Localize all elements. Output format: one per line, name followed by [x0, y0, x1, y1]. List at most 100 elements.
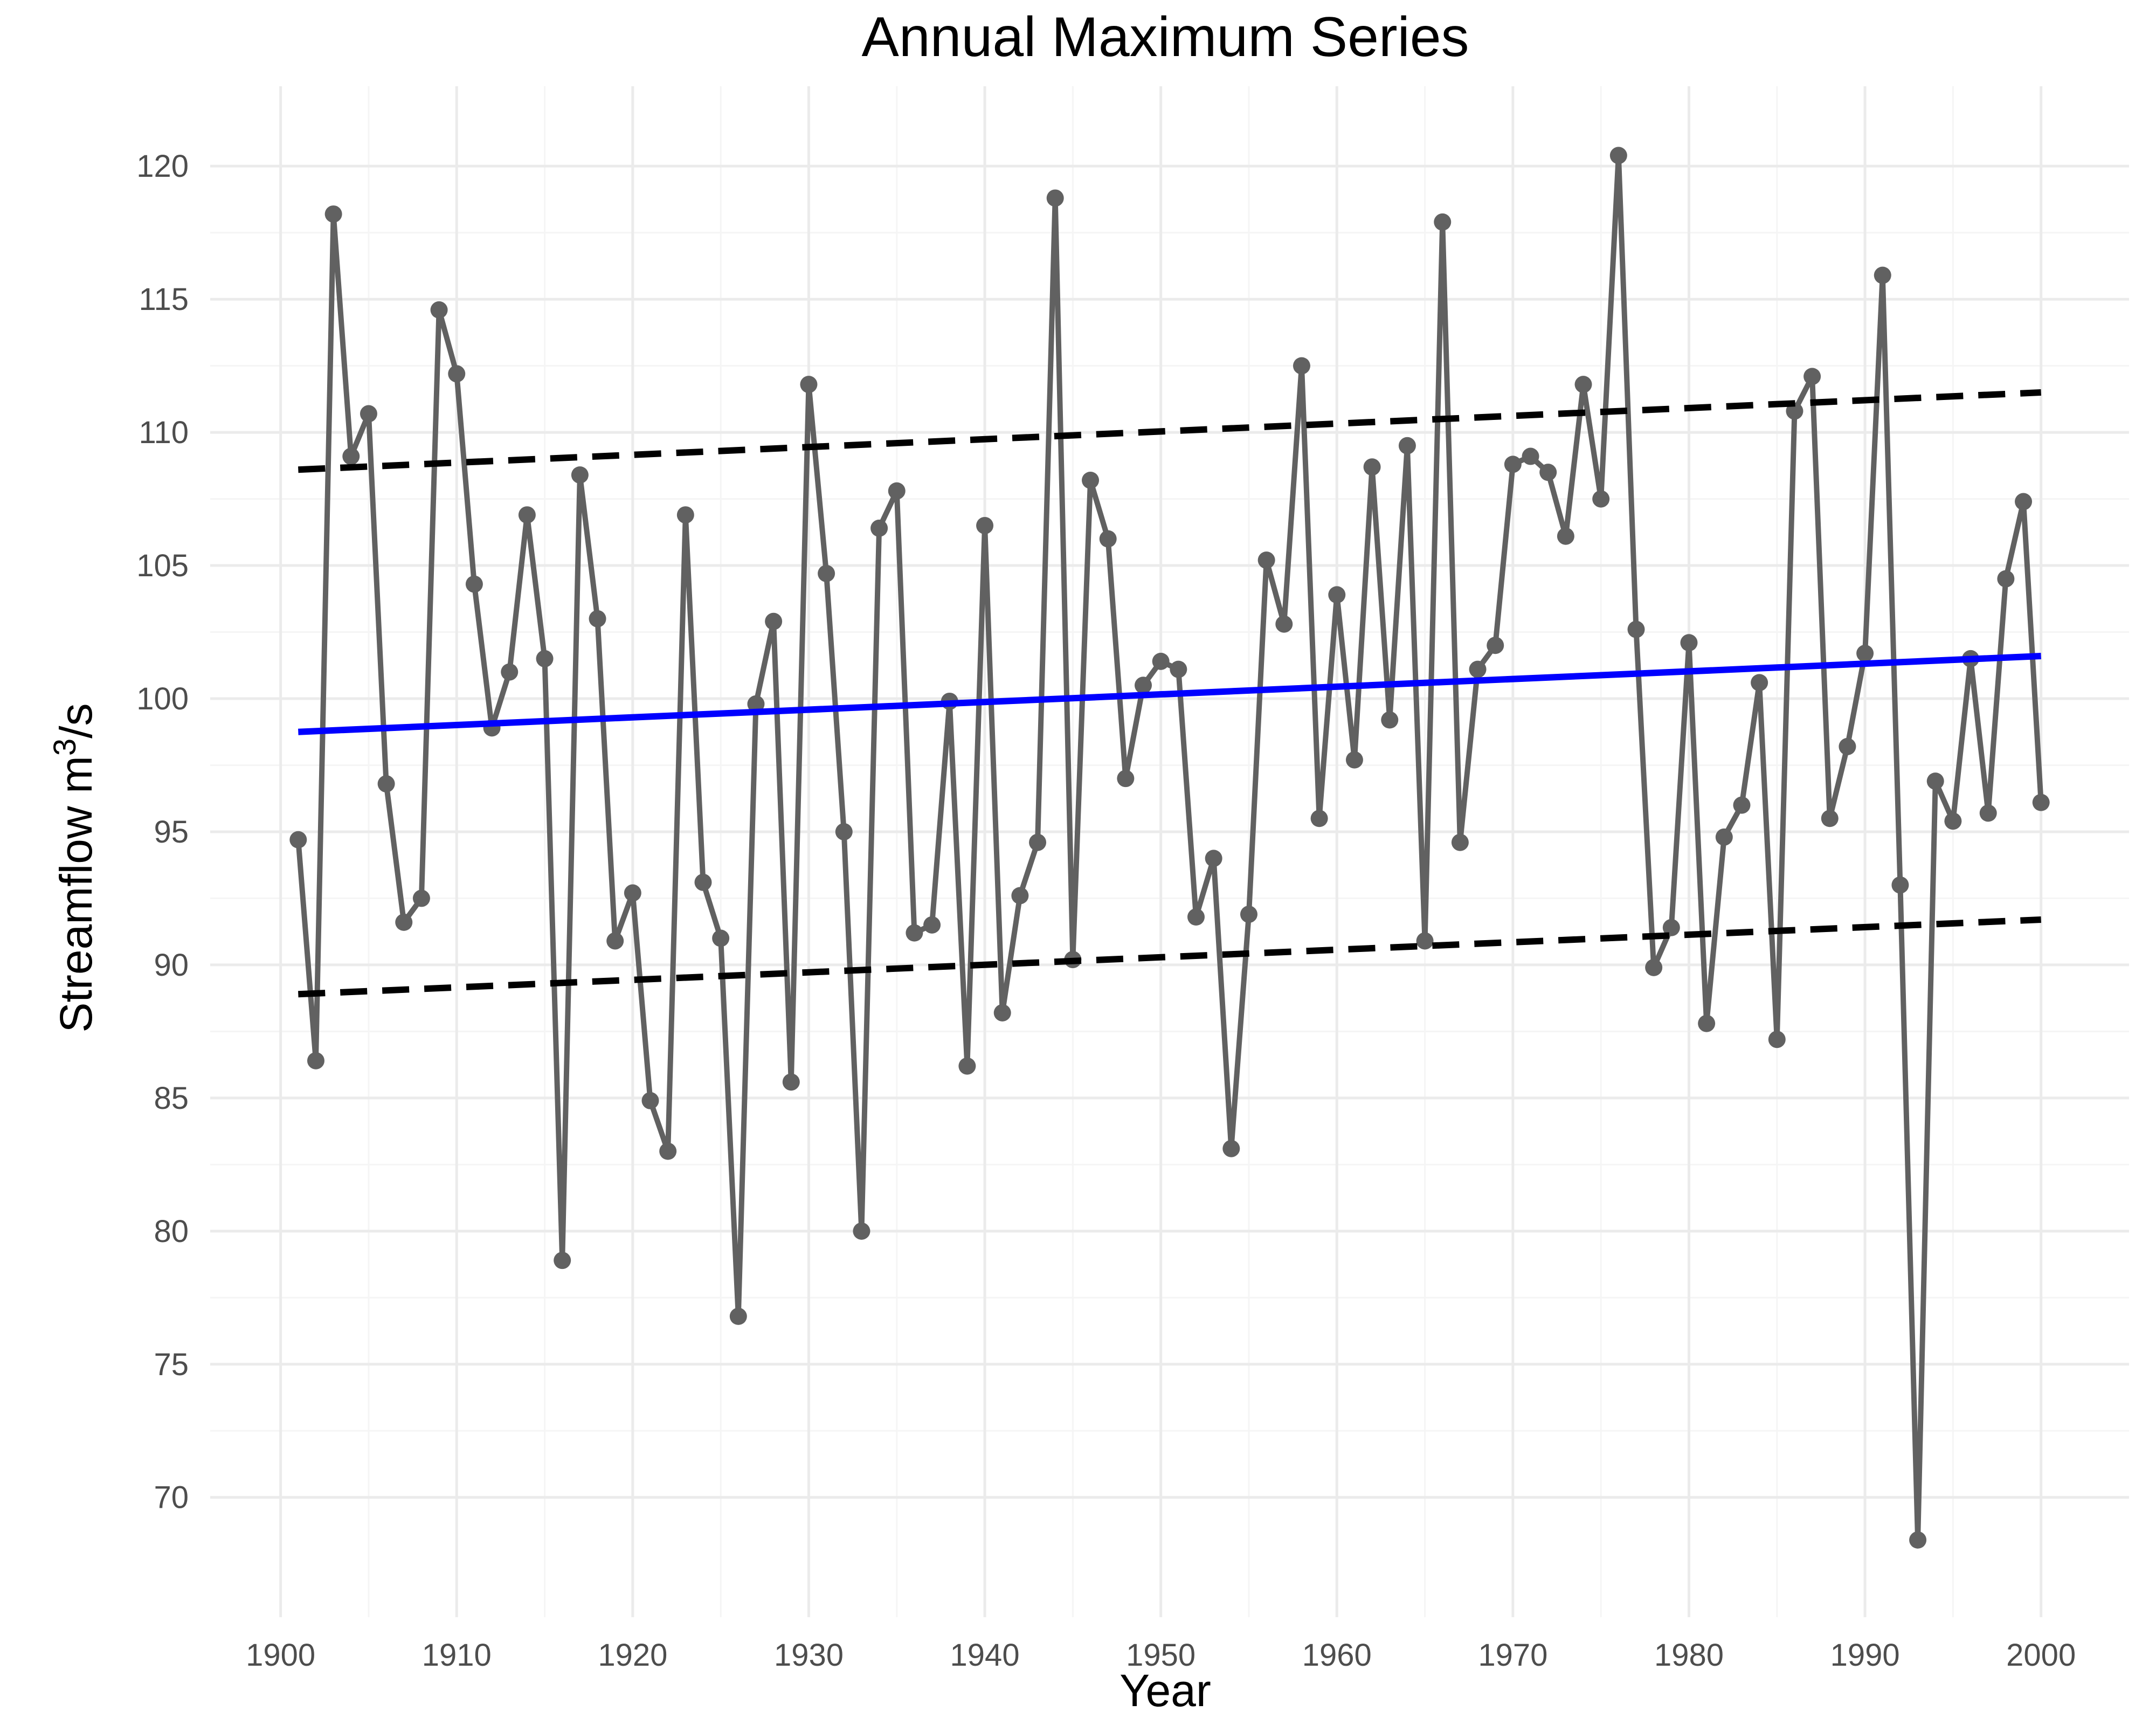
data-point [589, 610, 606, 627]
y-tick-label: 105 [136, 548, 189, 583]
data-point [818, 564, 835, 582]
data-point [1680, 634, 1698, 652]
data-point [1698, 1015, 1716, 1032]
observed-line [295, 153, 2044, 1543]
data-point [1257, 551, 1275, 569]
data-point [1117, 770, 1135, 788]
data-point [1609, 147, 1627, 164]
data-point [676, 506, 694, 524]
data-point [1803, 368, 1821, 385]
x-tick-label: 1990 [1830, 1638, 1900, 1673]
data-point [1504, 456, 1522, 473]
data-point [465, 575, 483, 593]
data-point [2032, 794, 2050, 811]
y-tick-label: 85 [154, 1081, 189, 1116]
data-point [1645, 958, 1663, 976]
data-point [377, 775, 395, 793]
data-point [1627, 620, 1645, 638]
data-point [1275, 615, 1293, 633]
data-point [1909, 1531, 1927, 1549]
data-point [870, 519, 888, 537]
x-tick-label: 1970 [1478, 1638, 1547, 1673]
data-point [906, 924, 923, 942]
data-point [1944, 812, 1962, 830]
data-point [993, 1004, 1011, 1022]
data-point [1135, 677, 1152, 694]
chart-title: Annual Maximum Series [861, 6, 1469, 68]
y-axis-title-base: Streamflow m [51, 756, 101, 1032]
y-tick-label: 80 [154, 1214, 189, 1249]
data-point [1029, 833, 1047, 851]
data-point [1469, 660, 1487, 678]
data-point [958, 1057, 976, 1075]
data-point [1363, 458, 1381, 476]
trend-line [298, 652, 2041, 735]
data-point [853, 1222, 870, 1240]
data-point [1398, 437, 1416, 454]
data-point [641, 1092, 659, 1109]
data-point [1434, 213, 1452, 231]
x-tick-label: 1930 [774, 1638, 844, 1673]
data-point [976, 516, 994, 534]
data-point [1046, 189, 1064, 207]
data-point [1574, 376, 1592, 394]
x-tick-label: 1910 [422, 1638, 492, 1673]
data-point [729, 1307, 747, 1325]
y-tick-labels: 70 75 80 85 90 95 100 105 110 115 120 [136, 149, 189, 1515]
x-tick-label: 1940 [950, 1638, 1020, 1673]
data-point [1310, 810, 1328, 827]
y-axis-title-sup: 3 [47, 739, 82, 756]
data-point [1891, 876, 1909, 894]
data-point [2015, 493, 2033, 510]
data-point [1768, 1031, 1786, 1048]
data-point [712, 929, 730, 947]
data-point [1733, 796, 1751, 814]
data-point [448, 365, 466, 383]
data-point [1099, 530, 1117, 548]
data-point [1751, 674, 1768, 692]
x-tick-labels: 1900 1910 1920 1930 1940 1950 1960 1970 1980 1990… [246, 1638, 2076, 1673]
y-tick-label: 75 [154, 1347, 189, 1382]
data-point [1451, 833, 1469, 851]
y-tick-label: 70 [154, 1480, 189, 1515]
data-point [360, 405, 377, 423]
data-point [1662, 919, 1680, 936]
data-point [1487, 637, 1504, 654]
data-point [888, 482, 906, 500]
data-point [307, 1052, 324, 1070]
lower-bound-line [298, 916, 2041, 998]
data-point [765, 612, 783, 630]
x-tick-label: 1950 [1126, 1638, 1196, 1673]
x-axis-title: Year [1120, 1665, 1211, 1716]
data-point [800, 376, 818, 394]
y-tick-label: 115 [139, 282, 189, 317]
data-point [1592, 490, 1610, 508]
data-point [554, 1252, 571, 1269]
x-tick-label: 1900 [246, 1638, 315, 1673]
data-point [412, 889, 430, 907]
data-point [1522, 447, 1539, 465]
data-point [395, 913, 413, 931]
y-axis-title-tail: /s [51, 703, 101, 738]
data-point [324, 205, 342, 223]
data-point [1839, 737, 1856, 755]
y-tick-label: 120 [136, 149, 189, 184]
data-point [1874, 266, 1891, 284]
upper-bound-line [298, 389, 2041, 473]
data-point [571, 466, 589, 484]
y-tick-label: 95 [154, 815, 189, 850]
data-point [1011, 887, 1029, 905]
data-point [835, 823, 853, 840]
data-point [1082, 471, 1100, 489]
data-point [1328, 586, 1346, 604]
y-axis-title: Streamflow m3/s [47, 703, 101, 1032]
data-point [747, 695, 765, 713]
data-point [1240, 906, 1257, 923]
data-point [342, 447, 360, 465]
data-point [518, 506, 536, 524]
y-tick-label: 90 [154, 948, 189, 983]
data-point [659, 1142, 677, 1160]
data-point [1345, 751, 1363, 769]
data-point [1381, 711, 1399, 729]
x-tick-label: 2000 [2006, 1638, 2076, 1673]
